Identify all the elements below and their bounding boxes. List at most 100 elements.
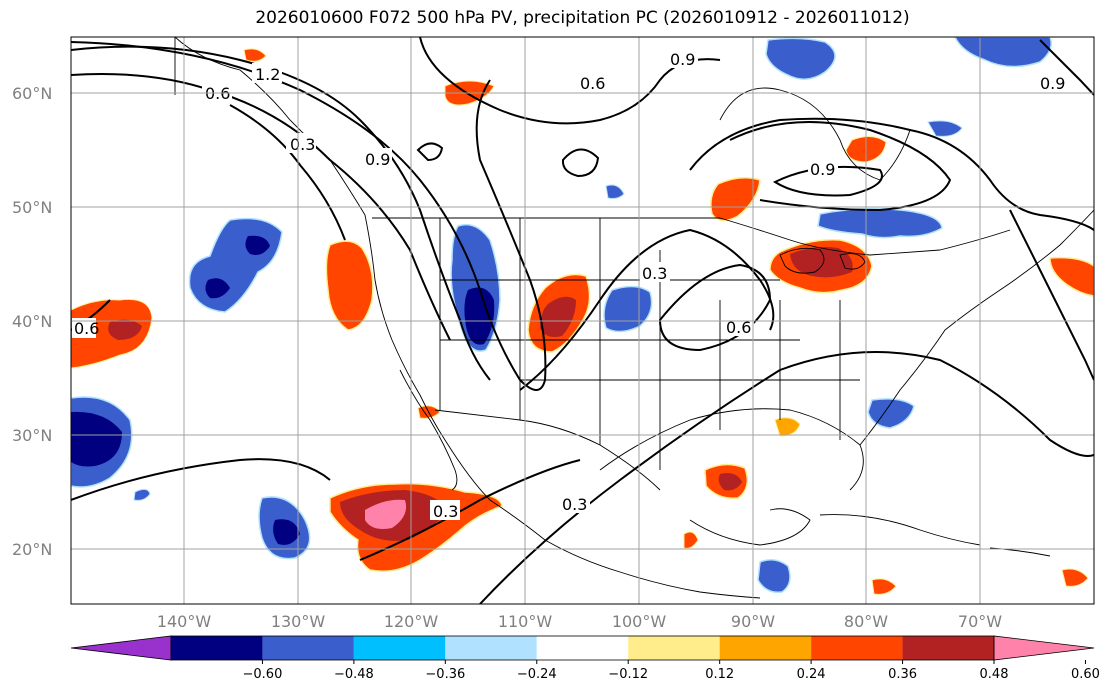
shade-blob-orange <box>1049 256 1094 297</box>
shade-blob-navy <box>464 287 495 345</box>
shade-blob-red <box>108 319 142 340</box>
great-lakes <box>779 247 866 274</box>
coastline-gulf <box>599 408 864 491</box>
map-frame <box>70 36 1095 605</box>
map-title: 2026010600 F072 500 hPa PV, precipitatio… <box>255 8 910 28</box>
contour-0.9 <box>71 41 547 391</box>
island-hispaniola <box>989 547 1051 557</box>
contour-0.9-east <box>729 121 952 212</box>
contour-0.3-south <box>71 458 331 501</box>
coastline-east <box>859 209 1094 446</box>
coastlines-and-borders <box>174 37 1094 599</box>
shade-blob-blue <box>954 37 1052 68</box>
shade-blob-navy <box>205 278 230 299</box>
contour-label: 0.6 <box>726 318 751 337</box>
lon-label: 120°W <box>384 612 439 631</box>
coastline-west <box>174 37 761 599</box>
shade-blob-blue <box>133 488 151 501</box>
contour-label: 1.2 <box>255 65 280 84</box>
pv-contours <box>71 37 1094 604</box>
contour-label: 0.9 <box>1040 74 1065 93</box>
shade-blob-orange <box>243 48 267 62</box>
colorbar: −0.60 −0.48 −0.36 −0.24 −0.12 0.12 0.24 0.36 0.4… <box>70 635 1100 682</box>
shade-blob-orange <box>683 531 699 549</box>
shade-blob-orange <box>710 177 761 222</box>
contour-ridge <box>419 37 721 125</box>
colorbar-outline <box>170 635 995 661</box>
coastline-yucatan <box>689 508 811 546</box>
colorbar-segment <box>353 636 446 660</box>
colorbar-segment <box>719 636 812 660</box>
colorbar-tick-label: 0.36 <box>888 667 917 682</box>
lon-label: 130°W <box>271 612 326 631</box>
shade-blob-orange <box>774 417 801 437</box>
lon-label: 80°W <box>844 612 888 631</box>
contour-0.6-east <box>689 117 1094 231</box>
longitude-labels: 140°W 130°W 120°W 110°W 100°W 90°W 80°W … <box>157 612 1002 631</box>
coastline-baja <box>399 369 458 491</box>
coastline-hudson <box>719 87 911 181</box>
latitude-labels: 60°N 50°N 40°N 30°N 20°N <box>12 84 52 559</box>
shade-blob-orange <box>871 578 897 595</box>
colorbar-tick-label: 0.12 <box>705 667 734 682</box>
colorbar-segment <box>628 636 720 660</box>
lat-label: 60°N <box>12 84 52 103</box>
colorbar-tick-label: −0.48 <box>334 667 374 682</box>
shade-blob-pink <box>365 499 407 529</box>
shade-blob-navy <box>245 235 270 255</box>
lat-label: 30°N <box>12 426 52 445</box>
shade-blob-blue <box>765 37 836 80</box>
colorbar-extend-max <box>993 635 1095 661</box>
lon-label: 90°W <box>731 612 775 631</box>
contour-0.3-mid <box>519 228 775 391</box>
colorbar-tick-label: −0.36 <box>425 667 465 682</box>
colorbar-tick-label: −0.60 <box>243 667 283 682</box>
contour-0.3 <box>229 104 346 241</box>
shade-blob-blue <box>867 398 915 429</box>
contour-label: 0.3 <box>290 135 315 154</box>
colorbar-segment <box>445 636 537 660</box>
shade-blob-blue <box>757 559 791 593</box>
colorbar-segment <box>811 636 903 660</box>
contour-label: 0.6 <box>74 319 99 338</box>
contour-label: 0.9 <box>365 150 390 169</box>
shade-blob-blue <box>927 120 963 137</box>
contour-0.6-mid <box>658 263 772 352</box>
graticule <box>71 37 1094 604</box>
contour-right-lower <box>1009 209 1094 381</box>
colorbar-extend-min <box>70 635 172 661</box>
contour-right <box>1039 39 1094 96</box>
colorbar-segment <box>171 636 263 660</box>
contour-label: 0.3 <box>562 495 587 514</box>
shade-blob-red <box>718 473 742 491</box>
colorbar-tick-label: 0.60 <box>1071 667 1100 682</box>
colorbar-segment <box>902 636 994 660</box>
contour-labels: 1.2 0.6 0.3 0.9 0.6 0.9 0.9 0.9 0.3 0.6 … <box>72 48 1068 521</box>
shade-blob-orange <box>1061 568 1089 587</box>
contour-0.3-baja <box>359 459 581 561</box>
contour-label: 0.9 <box>670 50 695 69</box>
contour-label: 0.3 <box>642 264 667 283</box>
island-cuba <box>819 514 981 546</box>
colorbar-segment <box>536 636 629 660</box>
shade-blob-red <box>790 246 853 278</box>
contour-ring <box>416 142 444 162</box>
colorbar-segment <box>262 636 354 660</box>
lon-label: 110°W <box>498 612 553 631</box>
border-us-canada <box>372 217 1011 256</box>
contour-label: 0.3 <box>433 502 458 521</box>
colorbar-tick-label: −0.12 <box>608 667 648 682</box>
lon-label: 100°W <box>612 612 667 631</box>
colorbar-tick-label: 0.24 <box>797 667 826 682</box>
contour-0.6 <box>71 73 451 341</box>
lat-label: 40°N <box>12 312 52 331</box>
contour-label: 0.9 <box>810 160 835 179</box>
colorbar-tick-label: −0.24 <box>517 667 557 682</box>
lat-label: 50°N <box>12 198 52 217</box>
contour-ring <box>561 148 600 178</box>
shade-blob-blue <box>605 184 625 199</box>
shade-blob-blue <box>603 285 653 333</box>
shade-blob-red <box>540 296 576 337</box>
contour-label: 0.6 <box>580 74 605 93</box>
